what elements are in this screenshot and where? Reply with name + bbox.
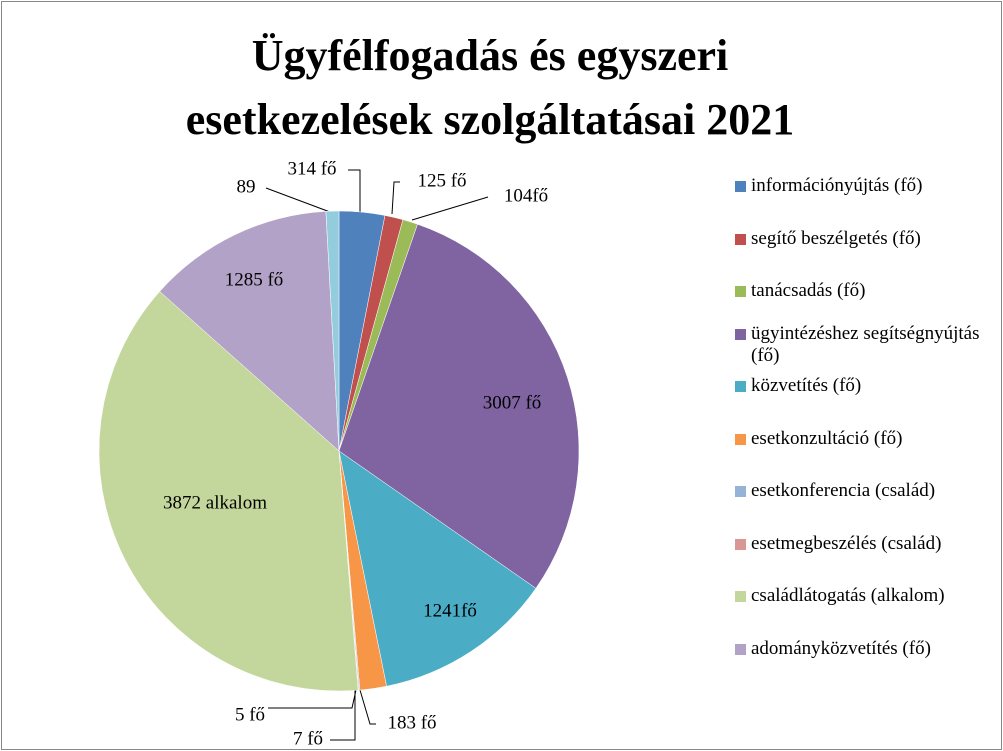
legend-label: adományközvetítés (fő) bbox=[751, 638, 931, 659]
data-label: 104fő bbox=[504, 185, 548, 206]
legend-label: tanácsadás (fő) bbox=[751, 280, 866, 301]
data-label: 89 bbox=[237, 176, 256, 197]
data-label: 125 fő bbox=[417, 170, 466, 191]
legend-swatch bbox=[735, 329, 746, 340]
leader-line bbox=[348, 169, 361, 212]
data-label: 1285 fő bbox=[225, 269, 284, 290]
legend-label: közvetítés (fő) bbox=[751, 375, 862, 396]
legend-swatch bbox=[735, 286, 746, 297]
pie-slice bbox=[338, 450, 537, 687]
pie-slice bbox=[159, 211, 340, 452]
leader-line bbox=[330, 690, 356, 741]
legend-swatch bbox=[735, 381, 746, 392]
leader-lines bbox=[265, 169, 489, 741]
legend-swatch bbox=[735, 181, 746, 192]
pie-slice bbox=[325, 210, 340, 452]
legend-label: információnyújtás (fő) bbox=[751, 175, 923, 196]
chart-title: Ügyfélfogadás és egyszeri esetkezelések … bbox=[185, 31, 795, 144]
legend-label: ügyintézéshez segítségnyújtás (fő) bbox=[751, 323, 980, 366]
pie-slice bbox=[98, 291, 359, 692]
data-label: 1241fő bbox=[423, 600, 477, 621]
legend-swatch bbox=[735, 486, 746, 497]
data-label: 3007 fő bbox=[483, 392, 542, 413]
leader-line bbox=[411, 196, 489, 221]
legend-label: esetkonferencia (család) bbox=[751, 480, 936, 501]
data-label: 183 fő bbox=[387, 712, 436, 733]
legend-label: családlátogatás (alkalom) bbox=[751, 585, 945, 606]
leader-line bbox=[265, 187, 331, 213]
data-label: 5 fő bbox=[235, 704, 265, 725]
leader-line bbox=[359, 689, 376, 725]
leader-line bbox=[268, 689, 357, 709]
data-label: 7 fő bbox=[293, 728, 323, 749]
leader-line bbox=[391, 181, 400, 215]
legend-swatch bbox=[735, 434, 746, 445]
legend-label: esetkonzultáció (fő) bbox=[751, 428, 903, 449]
pie-slice bbox=[338, 223, 580, 589]
legend-swatch bbox=[735, 644, 746, 655]
data-label: 314 fő bbox=[287, 158, 336, 179]
legend-swatch bbox=[735, 591, 746, 602]
legend-swatch bbox=[735, 539, 746, 550]
legend-swatch bbox=[735, 234, 746, 245]
legend-label: segítő beszélgetés (fő) bbox=[751, 228, 921, 249]
data-label: 3872 alkalom bbox=[163, 492, 267, 513]
legend-label: esetmegbeszélés (család) bbox=[751, 533, 942, 554]
